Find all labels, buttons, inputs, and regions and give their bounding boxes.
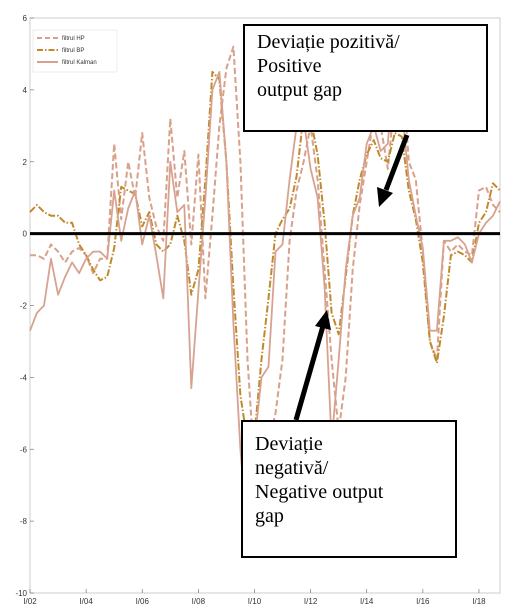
legend: filtrul HP filtrul BP filtrul Kalman <box>32 29 118 73</box>
positive-callout-line-1: Deviație pozitivă/ <box>257 31 400 53</box>
negative-callout-line-4: gap <box>255 505 284 527</box>
x-tick-label: I/14 <box>360 597 374 606</box>
legend-label-hp: filtrul HP <box>62 36 85 42</box>
negative-callout-line-2: negativă/ <box>255 457 329 479</box>
y-tick-label: 4 <box>23 86 28 95</box>
series-layer <box>29 45 501 537</box>
legend-label-kalman: filtrul Kalman <box>62 60 97 66</box>
x-tick-label: I/10 <box>248 597 262 606</box>
x-tick-label: I/18 <box>472 597 486 606</box>
x-tick-label: I/08 <box>192 597 206 606</box>
y-tick-label: 6 <box>23 14 28 23</box>
positive-arrow <box>383 134 410 191</box>
x-tick-label: I/02 <box>23 597 37 606</box>
positive-callout-line-2: Positive <box>257 55 322 77</box>
positive-callout-line-3: output gap <box>257 79 342 101</box>
positive-arrowhead <box>377 187 393 207</box>
x-tick-label: I/04 <box>79 597 93 606</box>
series-line-filtrul-bp <box>29 70 501 444</box>
x-axis: I/02 I/04 I/06 I/08 I/10 I/12 I/14 I/16 I/18 <box>23 589 486 606</box>
y-tick-label: -6 <box>20 445 28 454</box>
y-tick-label: 0 <box>23 230 28 239</box>
x-tick-label: I/06 <box>136 597 150 606</box>
y-tick-label: 2 <box>23 158 28 167</box>
negative-callout-line-3: Negative output <box>255 481 384 503</box>
negative-arrow <box>293 325 326 421</box>
y-tick-label: -2 <box>20 302 28 311</box>
x-tick-label: I/12 <box>304 597 318 606</box>
y-tick-label: -10 <box>15 589 27 598</box>
annotation-arrows <box>293 134 410 421</box>
series-line-filtrul-kalman <box>29 56 501 537</box>
negative-callout-line-1: Deviație <box>255 433 323 455</box>
x-tick-label: I/16 <box>416 597 430 606</box>
y-tick-label: -8 <box>20 517 28 526</box>
negative-gap-callout: Deviație negativă/ Negative output gap <box>241 420 457 558</box>
positive-gap-callout: Deviație pozitivă/ Positive output gap <box>243 24 488 132</box>
y-tick-label: -4 <box>20 373 28 382</box>
legend-label-bp: filtrul BP <box>62 48 84 54</box>
negative-arrowhead <box>315 310 331 330</box>
